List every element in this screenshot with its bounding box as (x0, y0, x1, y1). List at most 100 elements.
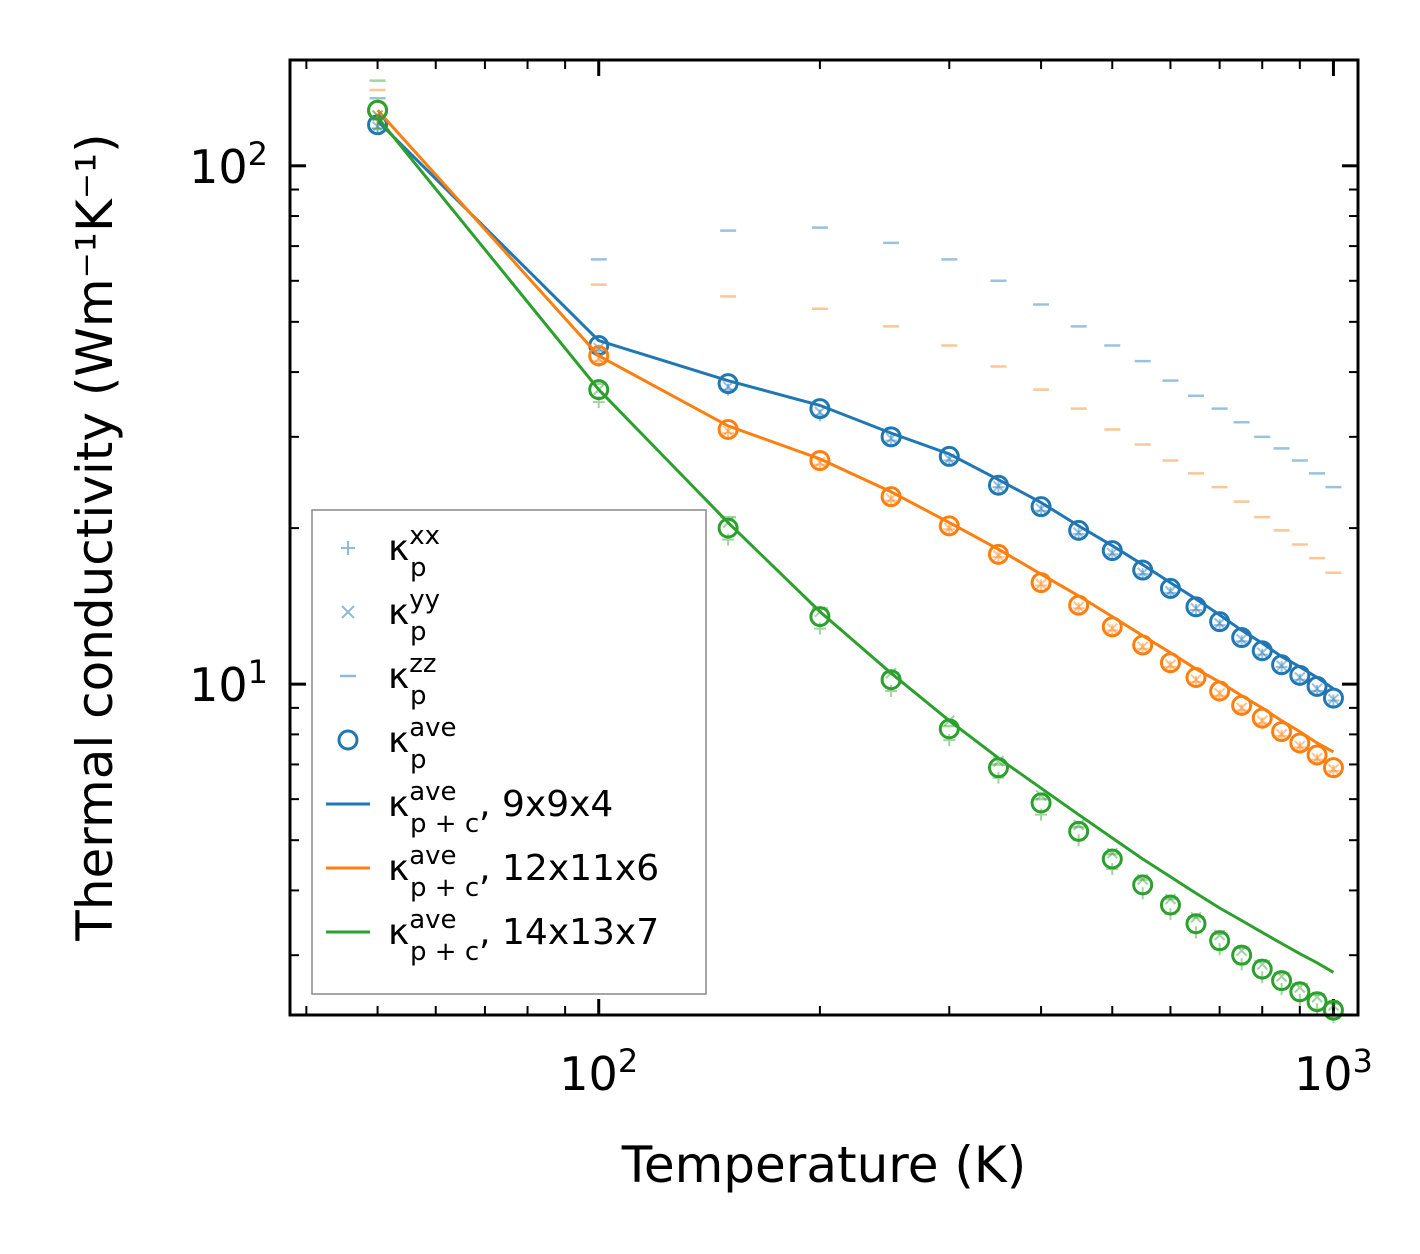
kp-yy-marker (885, 492, 897, 505)
legend-label: κyy p (388, 585, 440, 647)
kp-ave-marker (1132, 874, 1154, 896)
kp-yy-marker (1164, 659, 1177, 671)
kp-yy-marker (1164, 585, 1177, 598)
kp-xx-marker (1189, 604, 1202, 617)
kp-yy-marker (1136, 641, 1149, 653)
kp-yy-marker (1106, 547, 1118, 559)
kp-ave-marker (987, 474, 1009, 496)
kp-ave-marker (987, 543, 1009, 565)
legend-label: κave p + c, 9x9x4 (388, 777, 613, 839)
kp-yy-marker (1235, 702, 1248, 714)
kp-ave-marker (1322, 687, 1344, 709)
kp-yy-marker (1106, 622, 1118, 635)
kp-yy-marker (1190, 673, 1202, 686)
kp-yy-marker (1311, 682, 1323, 695)
kp-ave-marker (1289, 732, 1311, 754)
kp-ave-marker (1231, 694, 1253, 716)
kp-ave-marker (1231, 627, 1253, 649)
kp-ave-marker (880, 669, 902, 691)
kp-ave-marker (367, 99, 389, 121)
plot-series (367, 79, 1344, 1023)
kp-yy-marker (1072, 601, 1085, 613)
series-9x9x4 (367, 96, 1344, 709)
kp-ave-marker (1271, 721, 1293, 743)
kp-ave-marker (1101, 540, 1123, 562)
kp-ave-marker (1209, 611, 1231, 633)
kp-ave-marker (367, 114, 389, 136)
kp-yy-marker (1035, 578, 1047, 590)
kp-ave-marker (588, 379, 610, 401)
kp-ave-marker (1185, 666, 1207, 688)
kp-xx-marker (1072, 527, 1085, 540)
kp-ave-marker (717, 418, 739, 440)
kp-ave-marker (1185, 913, 1207, 935)
kp-yy-marker (1213, 687, 1226, 700)
legend-item: κzz p (340, 649, 437, 711)
kp-ave-marker (1185, 596, 1207, 618)
kp-yy-marker (722, 380, 734, 393)
kp-ave-marker (1101, 616, 1123, 638)
kp-ave-marker (588, 345, 610, 367)
kp-yy-marker (1294, 740, 1306, 752)
legend-label: κzz p (388, 649, 437, 711)
kp-xx-marker (992, 550, 1005, 563)
y-tick-label: 102 (189, 135, 268, 194)
series-12x11x6 (367, 88, 1344, 779)
kp-ave-marker (1289, 981, 1311, 1003)
kp-ave-marker (1251, 958, 1273, 980)
kp-ave-marker (809, 450, 831, 472)
kp-yy-marker (1311, 752, 1323, 764)
y-axis-label: Thermal conductivity (Wm⁻¹K⁻¹) (66, 133, 124, 941)
kp-yy-marker (593, 352, 605, 365)
kp-ave-marker (1231, 944, 1253, 966)
x-tick-label: 103 (1294, 1042, 1373, 1101)
kp-yy-marker (1256, 715, 1268, 727)
legend-plus-marker (341, 541, 355, 555)
legend-item: κave p + c, 14x13x7 (326, 905, 659, 967)
legend-x-marker (341, 605, 355, 619)
kp-ave-marker (1068, 519, 1090, 541)
legend-item: κave p + c, 12x11x6 (326, 841, 659, 903)
kp-xx-marker (1327, 764, 1340, 777)
kp-ave-marker (1251, 640, 1273, 662)
plot-frame (288, 58, 1360, 1017)
kp-xx-marker (1035, 579, 1048, 592)
kp-xx-marker (943, 523, 956, 536)
tick-labels: 102 103 101 102 (189, 135, 1373, 1101)
legend-item: κave p (337, 713, 457, 775)
kp-ave-marker (987, 757, 1009, 779)
kp-ave-marker (1068, 820, 1090, 842)
kp-ave-marker (1209, 680, 1231, 702)
kp-yy-marker (1327, 763, 1340, 776)
legend-label: κave p (388, 713, 457, 775)
kpc-ave-line (376, 119, 1335, 690)
kp-yy-marker (1275, 728, 1288, 741)
kp-yy-marker (1256, 646, 1268, 659)
kp-ave-marker (1251, 707, 1273, 729)
kp-ave-marker (717, 517, 739, 539)
kp-ave-marker (1306, 744, 1328, 766)
legend-item: κxx p (341, 521, 440, 583)
kp-xx-marker (1275, 660, 1288, 673)
kp-yy-marker (1294, 671, 1306, 684)
legend-item: κyy p (341, 585, 440, 647)
legend-label: κave p + c, 12x11x6 (388, 841, 659, 903)
kp-xx-marker (1072, 602, 1085, 615)
kp-ave-marker (1271, 654, 1293, 676)
kp-ave-marker (1030, 572, 1052, 594)
kp-ave-marker (1159, 894, 1181, 916)
kp-ave-marker (938, 718, 960, 740)
kp-ave-marker (1159, 577, 1181, 599)
kp-xx-marker (992, 481, 1005, 494)
kp-ave-marker (1306, 675, 1328, 697)
kp-ave-marker (1030, 496, 1052, 518)
x-tick-label: 102 (559, 1042, 638, 1101)
kp-ave-marker (1289, 664, 1311, 686)
kp-ave-marker (809, 398, 831, 420)
legend-label: κave p + c, 14x13x7 (388, 905, 659, 967)
kp-yy-marker (814, 406, 826, 418)
kp-ave-marker (717, 373, 739, 395)
kp-xx-marker (1327, 694, 1340, 707)
kp-xx-marker (943, 734, 956, 747)
